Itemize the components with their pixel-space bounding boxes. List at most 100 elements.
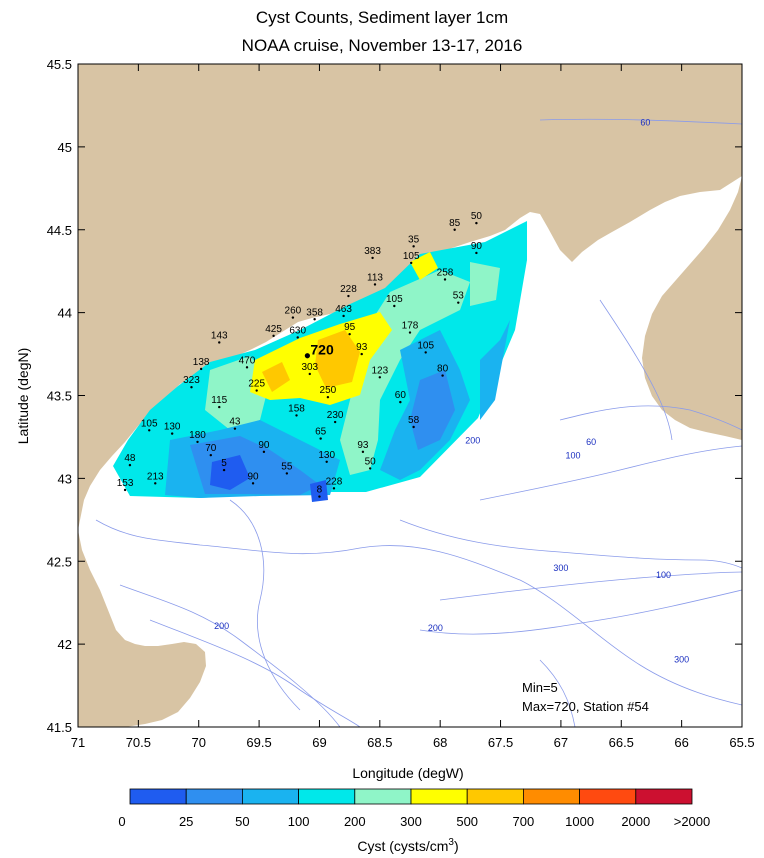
colorbar-swatch xyxy=(635,788,693,805)
land-nova-scotia xyxy=(642,176,742,440)
station-dot xyxy=(373,283,377,286)
station-dot xyxy=(378,376,382,379)
land-maine-nh xyxy=(78,64,742,530)
colorbar-tick-label: 200 xyxy=(344,814,366,829)
x-tick-label: 70.5 xyxy=(126,735,151,750)
isobath-label: 100 xyxy=(656,570,671,580)
colorbar-tick-label: 0 xyxy=(118,814,125,829)
station-value: 58 xyxy=(408,415,420,426)
station-value: 463 xyxy=(335,304,352,315)
isobath-label: 200 xyxy=(465,436,480,446)
station-dot xyxy=(170,432,174,435)
colorbar-tick-label: 2000 xyxy=(621,814,650,829)
min-stat: Min=5 xyxy=(522,680,558,695)
station-value: 180 xyxy=(189,430,206,441)
colorbar-swatch xyxy=(579,788,637,805)
station-value: 65 xyxy=(315,427,327,438)
station-dot xyxy=(412,425,415,429)
station-dot xyxy=(148,429,151,432)
y-tick-label: 45.5 xyxy=(47,57,72,72)
station-dot xyxy=(332,487,336,490)
station-value: 43 xyxy=(229,417,241,428)
station-dot xyxy=(318,495,321,498)
x-tick-label: 65.5 xyxy=(729,735,754,750)
station-dot xyxy=(457,301,460,304)
station-value: 130 xyxy=(164,422,181,433)
station-value: 70 xyxy=(205,443,217,454)
isobath-label: 300 xyxy=(553,563,568,573)
station-dot xyxy=(123,488,127,492)
colorbar-tick-label: 500 xyxy=(456,814,478,829)
station-value: 8 xyxy=(317,485,323,496)
station-dot xyxy=(325,460,328,463)
colorbar-swatch xyxy=(185,788,243,805)
colorbar-swatch xyxy=(129,788,187,805)
y-tick-label: 43 xyxy=(58,471,72,486)
station-value: 85 xyxy=(449,218,461,229)
station-value: 138 xyxy=(193,357,210,368)
station-value: 383 xyxy=(364,246,381,257)
station-dot xyxy=(296,336,299,339)
station-value: 143 xyxy=(211,330,228,341)
station-value: 153 xyxy=(117,478,134,489)
station-dot xyxy=(196,440,199,444)
station-dot xyxy=(291,316,295,319)
station-dot xyxy=(199,367,203,371)
station-value: 258 xyxy=(437,267,454,278)
x-tick-label: 66.5 xyxy=(609,735,634,750)
isobath-label: 200 xyxy=(428,623,443,633)
station-value: 48 xyxy=(124,453,136,464)
station-dot xyxy=(222,468,226,472)
land-massachusetts xyxy=(78,530,206,727)
station-value: 225 xyxy=(248,379,265,390)
y-tick-label: 42 xyxy=(58,637,72,652)
station-value: 53 xyxy=(453,291,465,302)
x-tick-label: 66 xyxy=(674,735,688,750)
station-value: 93 xyxy=(356,342,368,353)
station-dot xyxy=(233,427,237,430)
station-dot xyxy=(304,353,310,359)
station-value: 35 xyxy=(408,234,420,245)
station-dot xyxy=(393,304,396,308)
station-value: 228 xyxy=(340,284,357,295)
station-value: 720 xyxy=(310,342,334,358)
station-dot xyxy=(313,318,316,321)
station-value: 228 xyxy=(326,476,343,487)
station-dot xyxy=(453,228,456,231)
station-value: 158 xyxy=(288,403,305,414)
x-tick-label: 69.5 xyxy=(246,735,271,750)
station-dot xyxy=(333,420,337,424)
isobath-label: 100 xyxy=(565,450,580,460)
station-dot xyxy=(272,334,275,338)
station-dot xyxy=(190,386,193,389)
station-dot xyxy=(360,352,363,356)
station-dot xyxy=(348,332,351,336)
contour-fill-300-500-b xyxy=(410,252,438,280)
station-dot xyxy=(128,463,132,467)
colorbar-tick-label: >2000 xyxy=(674,814,711,829)
station-dot xyxy=(251,482,255,485)
station-dot xyxy=(443,278,447,281)
station-dot xyxy=(371,256,374,260)
contour-fill-500-700 xyxy=(315,330,360,388)
x-tick-label: 67.5 xyxy=(488,735,513,750)
station-dot xyxy=(424,351,427,354)
isobath-label: 200 xyxy=(214,621,229,631)
station-value: 55 xyxy=(281,461,293,472)
y-tick-label: 42.5 xyxy=(47,554,72,569)
colorbar-label: Cyst (cysts/cm3) xyxy=(357,837,458,854)
station-value: 230 xyxy=(327,410,344,421)
station-value: 50 xyxy=(471,211,483,222)
station-value: 630 xyxy=(289,325,306,336)
station-value: 260 xyxy=(285,306,302,317)
y-tick-label: 45 xyxy=(58,140,72,155)
colorbar-swatch xyxy=(298,788,356,805)
station-value: 60 xyxy=(395,390,407,401)
colorbar-swatch xyxy=(354,788,412,805)
station-dot xyxy=(262,450,266,454)
station-value: 113 xyxy=(367,272,383,283)
isobath-label: 60 xyxy=(586,437,596,447)
station-dot xyxy=(399,400,402,404)
contour-fill-0-25-b xyxy=(310,480,328,502)
y-tick-label: 44.5 xyxy=(47,223,72,238)
